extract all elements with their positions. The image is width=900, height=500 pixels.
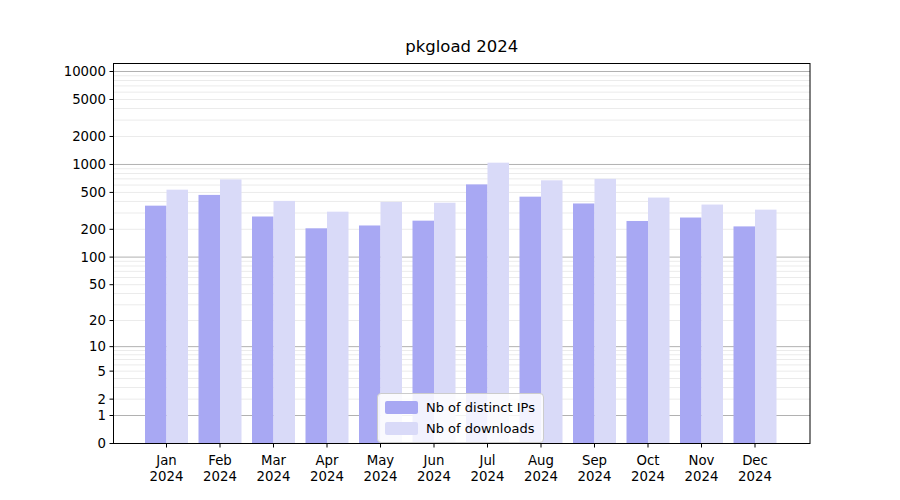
y-tick-label: 0 <box>98 436 106 451</box>
bar-nov-distinct-ips <box>680 218 702 444</box>
y-tick-label: 10 <box>89 339 106 354</box>
x-tick-label-month: Oct <box>637 453 660 468</box>
legend-swatch-distinct-ips <box>385 401 418 414</box>
x-tick-label-year: 2024 <box>578 469 612 484</box>
y-tick-label: 50 <box>89 277 106 292</box>
bar-apr-distinct-ips <box>306 228 328 443</box>
bar-dec-distinct-ips <box>734 226 756 443</box>
bar-sep-distinct-ips <box>573 203 595 443</box>
y-tick-label: 200 <box>81 222 106 237</box>
x-tick-label-year: 2024 <box>738 469 772 484</box>
x-tick-label-year: 2024 <box>310 469 344 484</box>
bar-sep-downloads <box>595 179 617 444</box>
legend-item-distinct-ips: Nb of distinct IPs <box>385 399 536 416</box>
bar-mar-downloads <box>274 201 296 444</box>
bar-jan-distinct-ips <box>145 206 167 444</box>
y-tick-label: 20 <box>89 313 106 328</box>
x-tick-label-year: 2024 <box>150 469 184 484</box>
x-tick-label-month: Jan <box>155 453 177 468</box>
x-tick-label-month: Sep <box>582 453 607 468</box>
x-tick-label-month: May <box>367 453 395 468</box>
bar-aug-downloads <box>541 180 563 443</box>
bar-oct-downloads <box>648 198 670 444</box>
bar-apr-downloads <box>327 212 349 444</box>
y-tick-label: 100 <box>81 250 106 265</box>
legend-item-downloads: Nb of downloads <box>385 420 536 437</box>
x-tick-label-year: 2024 <box>364 469 398 484</box>
y-tick-label: 5 <box>98 364 106 379</box>
x-tick-label-month: Jun <box>423 453 445 468</box>
y-tick-label: 5000 <box>72 92 106 107</box>
bar-dec-downloads <box>755 210 777 444</box>
x-tick-label-year: 2024 <box>203 469 237 484</box>
y-tick-label: 500 <box>81 185 106 200</box>
legend-label-distinct-ips: Nb of distinct IPs <box>426 401 535 414</box>
y-tick-label: 1 <box>98 408 106 423</box>
x-tick-label-month: Nov <box>689 453 715 468</box>
chart-title: pkgload 2024 <box>405 37 518 56</box>
x-tick-label-month: Dec <box>742 453 768 468</box>
x-tick-label-year: 2024 <box>471 469 505 484</box>
bar-feb-distinct-ips <box>199 195 221 444</box>
y-tick-label: 2000 <box>72 129 106 144</box>
bar-oct-distinct-ips <box>627 221 649 444</box>
x-tick-label-month: Aug <box>528 453 554 468</box>
legend-label-downloads: Nb of downloads <box>426 422 534 435</box>
bar-nov-downloads <box>702 205 724 444</box>
y-tick-label: 2 <box>98 392 106 407</box>
y-tick-label: 1000 <box>72 157 106 172</box>
x-tick-label-month: Apr <box>315 453 339 468</box>
x-tick-label-year: 2024 <box>685 469 719 484</box>
x-tick-label-month: Feb <box>208 453 232 468</box>
legend-swatch-downloads <box>385 422 418 435</box>
x-tick-label-year: 2024 <box>631 469 665 484</box>
bar-feb-downloads <box>220 179 242 443</box>
x-tick-label-year: 2024 <box>417 469 451 484</box>
x-tick-label-month: Mar <box>261 453 287 468</box>
legend: Nb of distinct IPs Nb of downloads <box>377 393 544 443</box>
y-tick-label: 10000 <box>64 64 106 79</box>
x-tick-label-month: Jul <box>478 453 495 468</box>
bar-jan-downloads <box>167 190 189 444</box>
x-tick-label-year: 2024 <box>257 469 291 484</box>
figure: 012510205010020050010002000500010000Jan2… <box>0 0 900 500</box>
x-tick-label-year: 2024 <box>524 469 558 484</box>
bar-mar-distinct-ips <box>252 216 274 443</box>
